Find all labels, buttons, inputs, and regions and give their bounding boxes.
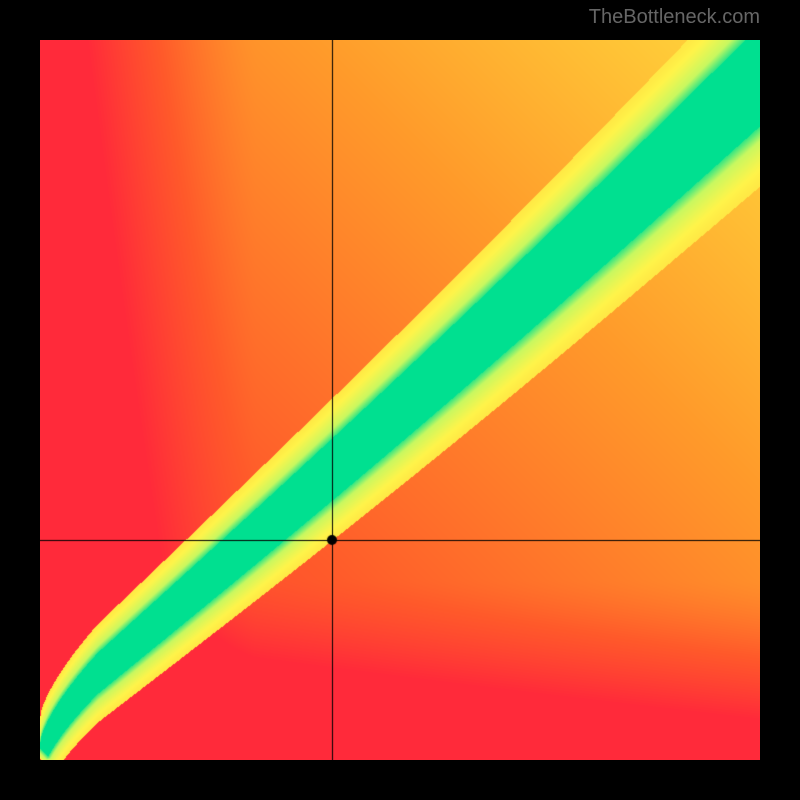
bottleneck-heatmap xyxy=(40,40,760,760)
heatmap-canvas xyxy=(40,40,760,760)
watermark-text: TheBottleneck.com xyxy=(589,6,760,29)
